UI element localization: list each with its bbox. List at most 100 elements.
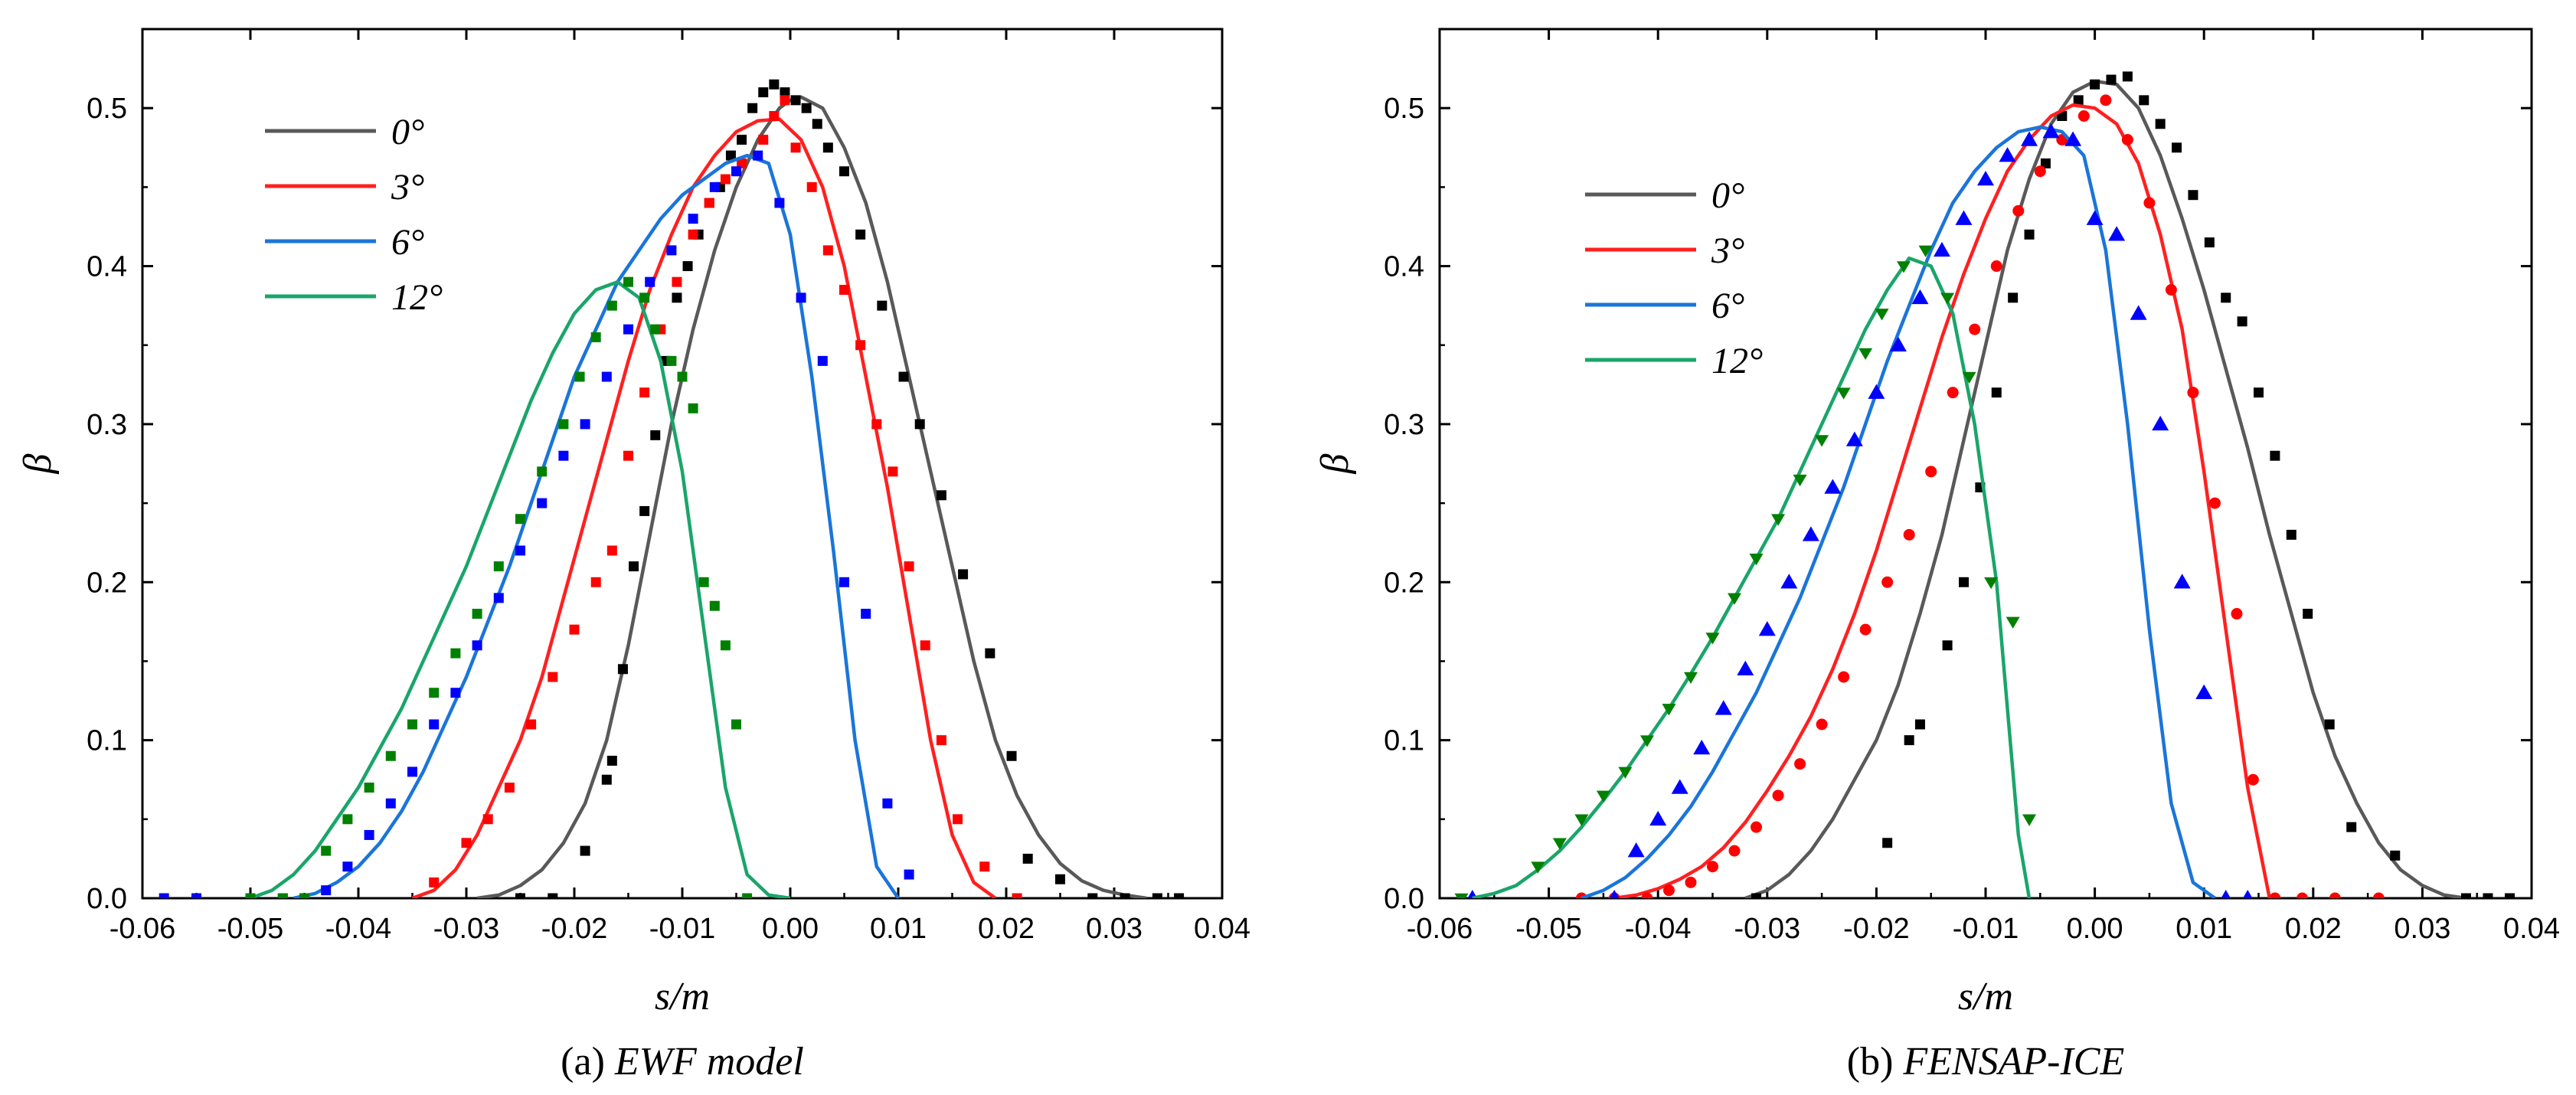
data-point bbox=[645, 276, 655, 287]
data-point bbox=[839, 166, 849, 177]
data-point bbox=[2247, 773, 2259, 786]
data-point bbox=[1662, 884, 1675, 897]
data-point bbox=[1596, 790, 1610, 802]
data-point bbox=[2106, 74, 2117, 85]
data-point bbox=[2143, 197, 2156, 209]
data-point bbox=[515, 514, 525, 525]
x-axis-label: s/m bbox=[655, 975, 710, 1018]
data-point bbox=[2040, 158, 2051, 168]
data-point bbox=[1627, 842, 1645, 858]
data-point bbox=[548, 672, 558, 682]
series-line bbox=[411, 117, 997, 898]
data-point bbox=[1609, 890, 1620, 898]
x-tick-label: 0.01 bbox=[2176, 913, 2232, 945]
data-point bbox=[504, 783, 515, 793]
data-point bbox=[2195, 684, 2213, 699]
data-point bbox=[1715, 700, 1732, 715]
series-line bbox=[1744, 79, 2466, 898]
data-point bbox=[666, 355, 677, 366]
data-point bbox=[2077, 110, 2090, 122]
y-tick-label: 0.4 bbox=[87, 251, 127, 283]
data-point bbox=[731, 719, 741, 730]
data-point bbox=[1868, 384, 1885, 399]
data-point bbox=[904, 869, 914, 880]
data-point bbox=[688, 214, 698, 224]
data-point bbox=[2130, 305, 2147, 320]
y-tick-label: 0.2 bbox=[87, 567, 127, 599]
data-point bbox=[698, 577, 709, 587]
data-point bbox=[1999, 147, 2016, 162]
data-point bbox=[472, 640, 482, 651]
legend-label: 6° bbox=[1711, 286, 1744, 326]
data-point bbox=[2346, 822, 2357, 832]
caption-text: FENSAP-ICE bbox=[1902, 1040, 2124, 1084]
data-point bbox=[2064, 131, 2082, 146]
data-point bbox=[1618, 766, 1633, 779]
data-point bbox=[2237, 316, 2247, 327]
data-point bbox=[537, 466, 548, 477]
data-point bbox=[2296, 892, 2309, 898]
data-point bbox=[1006, 750, 1017, 761]
data-point bbox=[1012, 893, 1022, 898]
data-point bbox=[1955, 210, 1973, 225]
data-point bbox=[1984, 577, 1999, 590]
data-point bbox=[1911, 289, 1929, 305]
x-tick-label: 0.00 bbox=[762, 913, 819, 945]
data-point bbox=[364, 783, 374, 793]
data-point bbox=[2324, 719, 2335, 730]
data-point bbox=[623, 324, 633, 335]
data-point bbox=[806, 181, 817, 192]
data-point bbox=[979, 861, 990, 872]
data-point bbox=[839, 577, 849, 587]
data-point bbox=[321, 845, 332, 856]
data-point bbox=[2254, 387, 2264, 398]
data-point bbox=[2108, 226, 2126, 241]
data-point bbox=[2073, 95, 2084, 106]
data-point bbox=[482, 814, 493, 825]
data-point bbox=[2100, 94, 2112, 106]
series-0deg bbox=[1744, 71, 2515, 898]
data-point bbox=[709, 600, 720, 611]
x-tick-label: 0.00 bbox=[2067, 913, 2123, 945]
data-point bbox=[526, 719, 537, 730]
data-point bbox=[796, 293, 806, 303]
data-point bbox=[1903, 528, 1915, 541]
data-point bbox=[159, 893, 169, 898]
data-point bbox=[385, 798, 396, 809]
data-point bbox=[623, 276, 633, 287]
data-point bbox=[871, 419, 882, 430]
data-point bbox=[1947, 387, 1959, 399]
data-point bbox=[1087, 893, 1098, 898]
data-point bbox=[1824, 479, 1842, 494]
data-point bbox=[515, 545, 525, 556]
x-tick-label: 0.04 bbox=[2503, 913, 2560, 945]
data-point bbox=[1793, 474, 1807, 487]
data-point bbox=[790, 95, 801, 106]
data-point bbox=[1662, 704, 1676, 716]
data-point bbox=[245, 893, 256, 898]
data-point bbox=[774, 198, 785, 208]
data-point bbox=[1671, 779, 1688, 794]
data-point bbox=[1120, 893, 1130, 898]
series-3deg bbox=[1575, 94, 2385, 898]
data-point bbox=[429, 688, 440, 698]
data-point bbox=[2188, 190, 2198, 201]
data-point bbox=[1816, 718, 1828, 731]
data-point bbox=[569, 624, 580, 635]
data-point bbox=[1639, 735, 1654, 747]
data-point bbox=[1022, 853, 1033, 864]
panel-b-chart: -0.06 -0.05 -0.04 -0.03 -0.02 -0.01 0.00 0.01 0.… bbox=[1313, 28, 2560, 1084]
data-point bbox=[1990, 260, 2002, 273]
data-point bbox=[2006, 616, 2020, 629]
data-point bbox=[2303, 609, 2313, 619]
data-point bbox=[1815, 435, 1829, 447]
x-tick-label: 0.02 bbox=[978, 913, 1035, 945]
legend-label: 0° bbox=[391, 112, 424, 152]
series-12deg bbox=[245, 276, 791, 898]
data-point bbox=[1882, 838, 1893, 848]
data-point bbox=[672, 276, 682, 287]
series-line bbox=[293, 153, 900, 898]
data-point bbox=[747, 103, 758, 113]
data-point bbox=[758, 87, 769, 98]
data-point bbox=[1751, 821, 1763, 833]
